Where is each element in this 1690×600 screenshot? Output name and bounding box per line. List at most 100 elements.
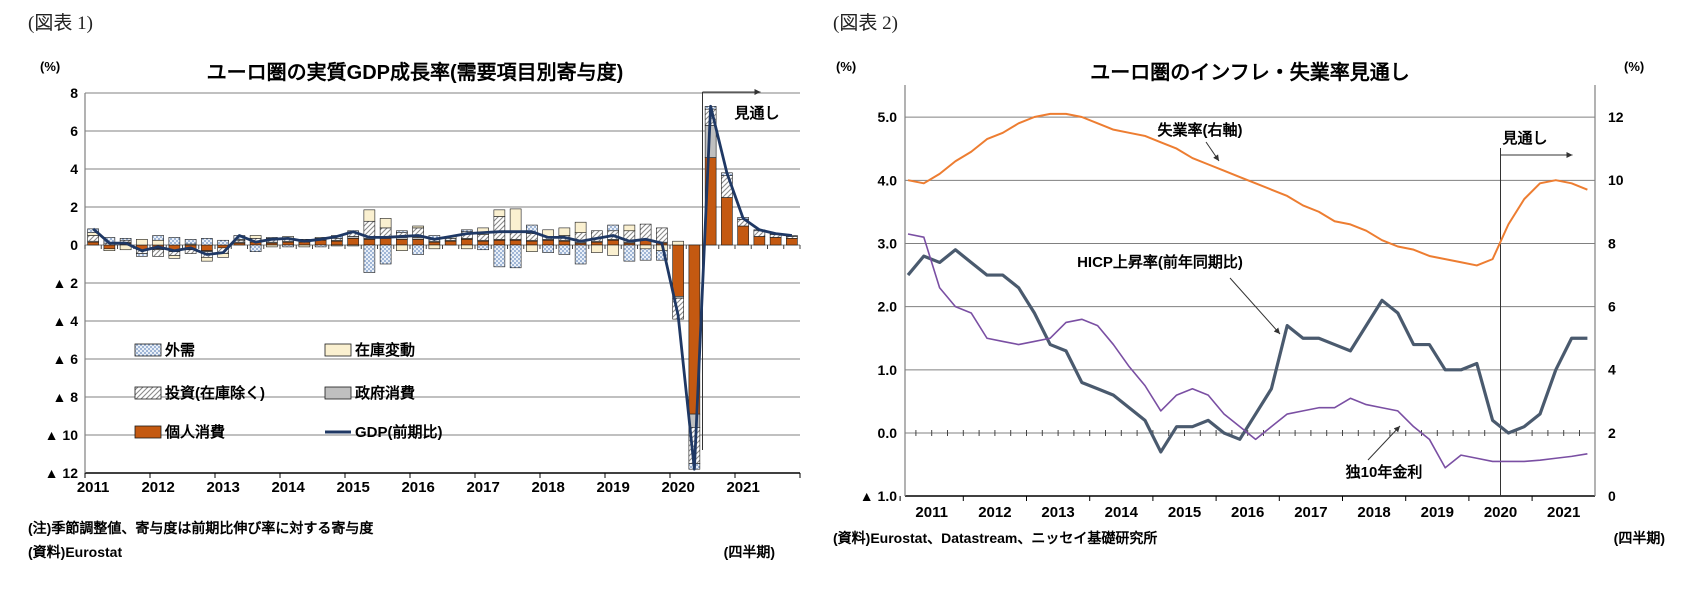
fig1-bar-segment-inventory bbox=[607, 244, 619, 256]
fig1-bar-segment-consumption bbox=[753, 236, 766, 246]
fig1-bar-segment-external bbox=[639, 248, 652, 261]
fig1-bar-segment-consumption bbox=[396, 239, 408, 246]
fig1-bar-segment-consumption bbox=[477, 240, 489, 246]
fig1-bar-segment-consumption bbox=[591, 241, 603, 246]
fig2-left-tick-label: ▲ 1.0 bbox=[860, 488, 897, 504]
fig2-unemployment-line bbox=[907, 112, 1588, 267]
fig2-right-tick-label: 2 bbox=[1608, 425, 1616, 441]
fig1-bar-segment-consumption bbox=[493, 239, 506, 246]
fig1-bar-segment-consumption bbox=[607, 239, 619, 246]
fig1-legend-label: GDP(前期比) bbox=[355, 423, 443, 441]
fig1-bar-segment-external bbox=[314, 244, 327, 248]
fig2-x-tick-label: 2019 bbox=[1421, 504, 1454, 521]
fig2-left-tick-label: 0.0 bbox=[878, 425, 898, 441]
fig1-x-tick-label: 2018 bbox=[531, 479, 564, 496]
fig1-bar-segment-inventory bbox=[249, 235, 262, 239]
fig1-bar-segment-external bbox=[574, 244, 587, 265]
fig1-y-tick-label: 2 bbox=[70, 199, 78, 215]
fig1-y-tick-label: ▲ 12 bbox=[45, 465, 79, 481]
fig1-bar-segment-investment bbox=[168, 251, 181, 256]
fig1-bar-segment-consumption bbox=[379, 238, 392, 246]
fig1-y-tick-label: ▲ 10 bbox=[45, 427, 79, 443]
fig1-bar-segment-external bbox=[461, 229, 473, 233]
figure2-chart: 5.0 4.0 3.0 2.0 1.0 0.0 ▲ 1.0 12 10 8 6 4 2 0 2011 2012… bbox=[860, 85, 1624, 521]
fig1-legend-label: 投資(在庫除く) bbox=[165, 384, 265, 402]
fig2-x-tick-label: 2017 bbox=[1294, 504, 1327, 521]
fig1-legend-swatch-consumption bbox=[134, 425, 162, 439]
fig1-bar-segment-inventory bbox=[136, 239, 148, 246]
fig2-x-tick-label: 2015 bbox=[1168, 504, 1201, 521]
fig1-bar-segment-consumption bbox=[526, 240, 538, 246]
fig1-bar-segment-inventory bbox=[412, 225, 424, 229]
fig2-right-tick-label: 4 bbox=[1608, 362, 1616, 378]
fig2-right-tick-label: 10 bbox=[1608, 172, 1624, 188]
fig1-x-tick-label: 2014 bbox=[271, 479, 305, 496]
fig1-legend-label: 外需 bbox=[164, 341, 195, 359]
fig2-unemployment-pointer bbox=[1205, 141, 1220, 162]
fig1-bar-segment-external bbox=[152, 235, 164, 241]
fig1-bar-segment-external bbox=[509, 244, 522, 269]
fig1-x-tick-label: 2012 bbox=[141, 479, 174, 496]
fig2-left-tick-label: 3.0 bbox=[878, 235, 898, 251]
fig1-y-tick-label: 6 bbox=[70, 123, 78, 139]
fig1-bar-segment-inventory bbox=[639, 244, 652, 250]
figure2-unit-left-label: (%) bbox=[836, 59, 857, 74]
fig1-legend-label: 政府消費 bbox=[355, 384, 415, 402]
fig1-bar-segment-external bbox=[217, 239, 229, 246]
fig1-bar-segment-consumption bbox=[363, 239, 376, 246]
fig1-bar-segment-inventory bbox=[347, 244, 359, 247]
fig1-legend-swatch-dots bbox=[134, 343, 162, 357]
fig1-legend-swatch-inventory bbox=[324, 343, 352, 357]
fig1-bar-segment-consumption bbox=[412, 239, 424, 246]
fig2-left-tick-label: 5.0 bbox=[878, 109, 898, 125]
fig1-forecast-label: 見通し bbox=[734, 105, 780, 122]
fig2-x-tick-label: 2016 bbox=[1231, 504, 1264, 521]
fig1-bar-segment-consumption bbox=[737, 225, 749, 246]
fig1-bar-segment-inventory bbox=[379, 218, 392, 229]
fig1-bar-segment-consumption bbox=[786, 238, 798, 246]
fig1-bar-segment-external bbox=[168, 237, 181, 246]
fig1-y-tick-label: ▲ 4 bbox=[52, 313, 78, 329]
fig1-bar-segment-investment bbox=[379, 227, 392, 237]
fig2-x-tick-label: 2013 bbox=[1041, 504, 1074, 521]
fig1-bar-segment-inventory bbox=[331, 244, 343, 247]
figure1-unit-label: (%) bbox=[40, 59, 61, 74]
fig1-x-tick-label: 2017 bbox=[466, 479, 499, 496]
fig1-bar-segment-consumption bbox=[672, 244, 684, 297]
fig1-bar-segment-inventory bbox=[298, 244, 311, 248]
fig2-right-tick-label: 6 bbox=[1608, 299, 1616, 315]
fig1-legend-label: 在庫変動 bbox=[355, 341, 415, 359]
fig1-x-tick-label: 2015 bbox=[336, 479, 369, 496]
fig1-bar-segment-investment bbox=[656, 227, 668, 243]
fig2-forecast-label: 見通し bbox=[1502, 130, 1548, 147]
fig1-bar-segment-consumption bbox=[461, 239, 473, 246]
fig1-bar-segment-inventory bbox=[672, 240, 684, 246]
fig1-bar-segment-investment bbox=[87, 235, 99, 242]
figure2-tag: (図表 2) bbox=[833, 13, 898, 34]
fig1-bar-segment-investment bbox=[152, 249, 164, 257]
fig1-y-tick-label: 4 bbox=[70, 161, 78, 177]
fig1-x-tick-label: 2016 bbox=[401, 479, 434, 496]
fig1-bar-segment-inventory bbox=[623, 224, 636, 232]
fig1-bar-segment-external bbox=[542, 244, 554, 253]
fig1-bar-segment-external bbox=[396, 230, 408, 233]
figure2-title: ユーロ圏のインフレ・失業率見通し bbox=[1090, 62, 1410, 84]
fig1-bar-segment-consumption bbox=[282, 241, 294, 246]
fig1-bar-segment-external bbox=[656, 250, 668, 261]
fig1-bar-segment-inventory bbox=[201, 257, 213, 262]
fig1-bar-segment-consumption bbox=[509, 239, 522, 246]
fig1-bar-segment-inventory bbox=[168, 255, 181, 259]
fig2-x-tick-label: 2021 bbox=[1547, 504, 1580, 521]
fig1-y-tick-label: ▲ 6 bbox=[52, 351, 78, 367]
fig1-legend-swatch-hatch bbox=[134, 386, 162, 400]
figure2-frequency-label: (四半期) bbox=[1613, 530, 1665, 546]
fig1-bar-segment-inventory bbox=[428, 244, 441, 250]
fig2-x-tick-label: 2014 bbox=[1105, 504, 1139, 521]
fig1-bar-segment-external bbox=[526, 224, 538, 234]
fig1-bar-segment-inventory bbox=[266, 244, 278, 248]
figure1-frequency-label: (四半期) bbox=[723, 544, 775, 560]
fig1-bar-segment-external bbox=[136, 253, 148, 257]
fig2-hicp-line bbox=[906, 248, 1588, 454]
